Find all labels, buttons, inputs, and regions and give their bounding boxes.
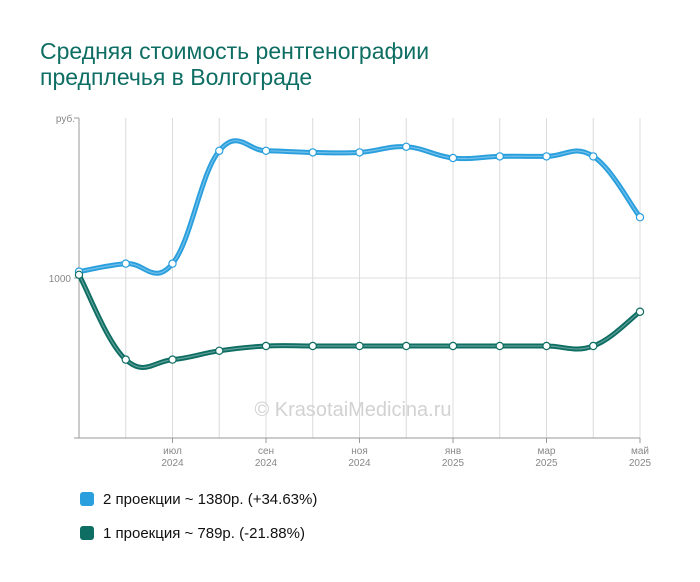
series-point-0-1: [121, 259, 130, 268]
series-point-1-2: [168, 355, 177, 364]
series-point-0-5: [308, 148, 317, 157]
series-point-1-12: [635, 307, 645, 316]
series-point-1-9: [495, 341, 504, 351]
x-tick-label-year: 2024: [255, 458, 278, 469]
series-point-1-7: [402, 341, 411, 351]
series-point-0-10: [542, 152, 551, 161]
series-point-0-6: [355, 148, 364, 157]
x-tick-label-year: 2025: [629, 458, 652, 469]
chart-title-line-1: Средняя стоимость рентгенографии: [40, 38, 430, 64]
series-point-0-12: [635, 212, 645, 222]
x-tick-label-month: май: [631, 446, 649, 457]
series-point-1-11: [589, 341, 598, 351]
series-point-1-10: [542, 341, 551, 351]
series-point-0-2: [168, 259, 177, 268]
watermark: © KrasotaiMedicina.ru: [254, 399, 451, 421]
chart-title: Средняя стоимость рентгенографии предпле…: [40, 38, 640, 90]
x-tick-label-month: июл: [163, 446, 182, 457]
x-tick-label-month: янв: [445, 446, 461, 457]
y-unit-label: руб.: [56, 113, 75, 125]
series-point-0-3: [215, 146, 224, 155]
legend-item-1-projection[interactable]: 1 проекция ~ 789р. (-21.88%): [80, 522, 317, 544]
legend-swatch-1-projection: [80, 526, 94, 540]
series-point-1-3: [215, 346, 224, 355]
x-tick-label-year: 2024: [348, 458, 371, 469]
chart-title-line-2: предплечья в Волгограде: [40, 64, 313, 90]
x-tick-label-year: 2025: [535, 458, 558, 469]
legend-swatch-2-projections: [80, 492, 94, 506]
legend-item-2-projections[interactable]: 2 проекции ~ 1380р. (+34.63%): [80, 488, 317, 510]
x-tick-label-month: мар: [538, 446, 556, 457]
series-point-1-4: [261, 341, 271, 351]
series-point-0-4: [261, 146, 271, 155]
legend-label-1-projection: 1 проекция ~ 789р. (-21.88%): [103, 524, 305, 542]
series-point-1-0: [74, 270, 84, 279]
x-tick-label-year: 2025: [442, 458, 465, 469]
series-point-0-9: [495, 152, 504, 161]
x-tick-label-month: сен: [258, 446, 274, 457]
legend-label-2-projections: 2 проекции ~ 1380р. (+34.63%): [103, 490, 318, 508]
series-point-1-8: [448, 341, 458, 351]
y-tick-label: 1000: [49, 274, 72, 285]
series-point-0-7: [402, 142, 411, 151]
series-point-1-1: [121, 355, 130, 364]
x-tick-label-year: 2024: [161, 458, 184, 469]
x-tick-label-month: ноя: [351, 446, 368, 457]
series-point-1-5: [308, 341, 317, 351]
chart-legend: 2 проекции ~ 1380р. (+34.63%) 1 проекция…: [80, 488, 317, 556]
series-point-0-11: [589, 152, 598, 161]
series-point-0-8: [448, 153, 458, 163]
series-point-1-6: [355, 341, 364, 351]
